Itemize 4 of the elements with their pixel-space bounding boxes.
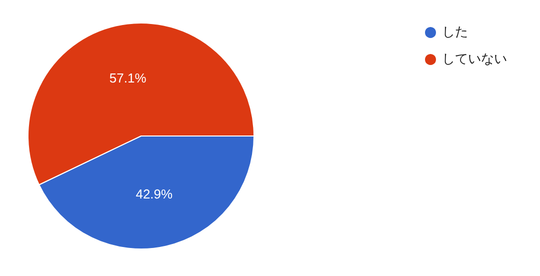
- data-label: 42.9%: [136, 186, 174, 202]
- legend-label: した: [442, 25, 468, 40]
- legend-label: していない: [442, 52, 507, 67]
- data-label: 57.1%: [109, 70, 147, 86]
